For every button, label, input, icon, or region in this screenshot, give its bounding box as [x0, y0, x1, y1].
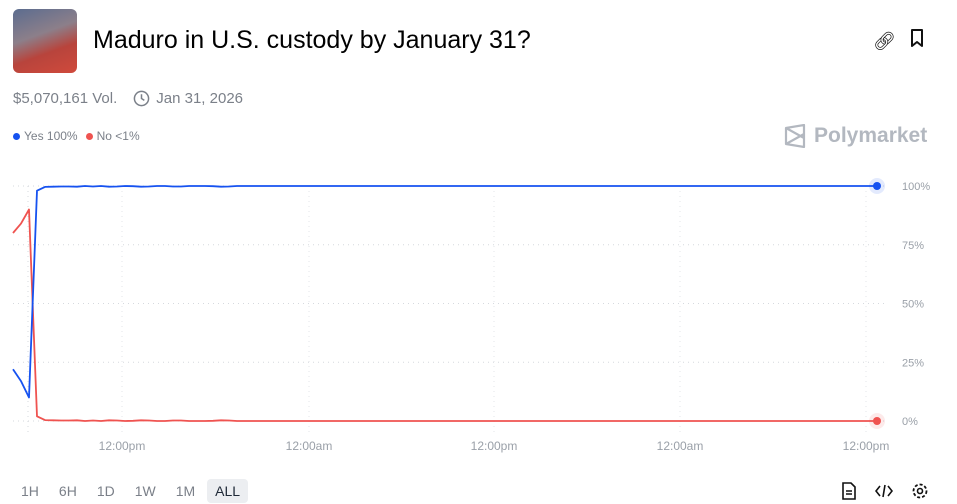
x-tick-label: 12:00pm	[99, 439, 146, 453]
series-end-point-yes	[873, 182, 881, 190]
settings-gear-icon[interactable]	[911, 482, 929, 500]
chart-legend: Yes 100% No <1%	[13, 129, 140, 143]
price-chart[interactable]: 100% 75% 50% 25% 0% 12:00pm 12:00am 12:00pm 12:0…	[0, 160, 957, 460]
embed-code-icon[interactable]	[875, 482, 893, 500]
tab-all[interactable]: ALL	[207, 479, 249, 503]
link-icon[interactable]: 🔗︎	[873, 31, 896, 51]
chart-tools	[841, 482, 929, 500]
tab-1m[interactable]: 1M	[175, 483, 196, 499]
document-icon[interactable]	[841, 482, 857, 500]
tab-1w[interactable]: 1W	[134, 483, 156, 499]
market-thumbnail	[13, 9, 77, 73]
y-tick-label: 25%	[902, 357, 924, 369]
polymarket-logo: Polymarket	[784, 124, 927, 148]
y-tick-label: 100%	[902, 181, 930, 193]
series-end-point-no	[873, 417, 881, 425]
market-title: Maduro in U.S. custody by January 31?	[93, 26, 531, 54]
series-line-no	[12, 208, 877, 422]
x-tick-label: 12:00am	[286, 439, 333, 453]
tab-1d[interactable]: 1D	[96, 483, 115, 499]
bookmark-icon[interactable]	[910, 29, 924, 52]
x-tick-label: 12:00pm	[471, 439, 518, 453]
clock-icon	[133, 90, 150, 107]
time-range-tabs: 1H 6H 1D 1W 1M ALL	[13, 479, 249, 503]
y-tick-label: 0%	[902, 416, 918, 428]
tab-6h[interactable]: 6H	[58, 483, 77, 499]
volume: $5,070,161 Vol.	[13, 90, 118, 107]
tab-1h[interactable]: 1H	[21, 483, 39, 499]
legend-yes: Yes 100%	[13, 129, 78, 143]
polymarket-icon	[784, 124, 806, 148]
y-tick-label: 75%	[902, 240, 924, 252]
x-tick-label: 12:00pm	[843, 439, 890, 453]
series-line-yes	[12, 185, 877, 399]
market-meta: $5,070,161 Vol. Jan 31, 2026	[13, 90, 243, 107]
legend-no: No <1%	[85, 129, 140, 143]
end-date: Jan 31, 2026	[156, 90, 244, 107]
y-tick-label: 50%	[902, 299, 924, 311]
x-tick-label: 12:00am	[657, 439, 704, 453]
